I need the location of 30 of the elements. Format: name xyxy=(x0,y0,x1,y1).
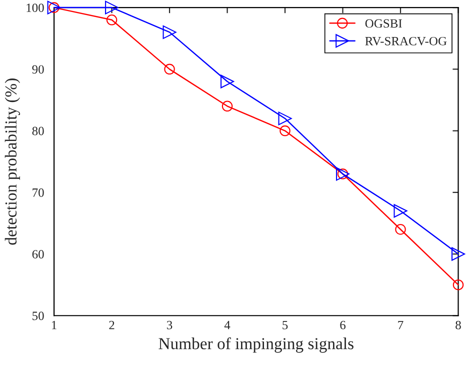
point xyxy=(278,112,292,126)
point xyxy=(222,100,233,112)
x-tick-label: 3 xyxy=(167,320,172,330)
x-tick-label: 2 xyxy=(109,320,114,330)
y-tick-label: 50 xyxy=(32,312,44,320)
point xyxy=(280,125,290,136)
legend-label: RV-SRACV-OG xyxy=(365,36,447,46)
point xyxy=(451,247,466,261)
y-tick-label: 60 xyxy=(32,250,44,258)
x-tick-label: 8 xyxy=(456,320,461,330)
point xyxy=(220,74,234,88)
x-tick-label: 1 xyxy=(52,320,56,330)
point xyxy=(105,0,119,14)
x-tick-label: 5 xyxy=(282,320,288,330)
x-axis-title: Number of impinging signals xyxy=(158,337,354,353)
y-tick-label: 100 xyxy=(26,4,44,12)
point xyxy=(162,25,176,39)
y-tick-label: 90 xyxy=(32,65,44,74)
y-axis-title: detection probability (%) xyxy=(4,78,20,245)
legend-label: OGSBI xyxy=(365,19,402,28)
x-tick-label: 4 xyxy=(224,320,230,330)
point xyxy=(106,14,118,26)
point xyxy=(164,64,175,75)
x-tick-label: 6 xyxy=(340,320,346,330)
point xyxy=(394,204,408,218)
point xyxy=(395,224,406,235)
x-tick-label: 7 xyxy=(398,320,404,330)
point xyxy=(452,279,464,290)
y-tick-label: 70 xyxy=(32,188,44,197)
y-tick-label: 80 xyxy=(32,126,44,136)
